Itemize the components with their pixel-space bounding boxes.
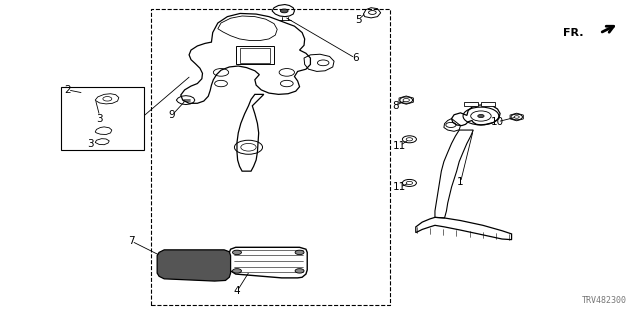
Text: 1: 1: [457, 177, 464, 187]
Circle shape: [295, 250, 304, 255]
Circle shape: [232, 250, 241, 255]
Text: 11: 11: [393, 182, 406, 192]
Circle shape: [295, 269, 304, 273]
Circle shape: [280, 9, 288, 13]
Bar: [151, 9, 390, 305]
Text: 9: 9: [168, 110, 175, 120]
Text: 3: 3: [87, 139, 93, 149]
Circle shape: [477, 115, 484, 118]
Text: 8: 8: [392, 101, 399, 111]
Bar: [236, 46, 274, 64]
Text: FR.: FR.: [563, 28, 583, 37]
Bar: [481, 102, 495, 107]
Text: 7: 7: [128, 236, 135, 246]
Bar: [239, 48, 270, 62]
Text: 11: 11: [393, 141, 406, 151]
Text: 4: 4: [234, 286, 240, 296]
Text: 10: 10: [491, 117, 504, 127]
Text: 3: 3: [97, 114, 103, 124]
Polygon shape: [157, 250, 230, 281]
Text: 2: 2: [65, 85, 71, 95]
Text: 5: 5: [355, 15, 362, 25]
Bar: [465, 102, 478, 107]
Text: 6: 6: [352, 53, 358, 63]
Bar: [61, 87, 145, 150]
Text: TRV482300: TRV482300: [582, 296, 627, 305]
Circle shape: [232, 269, 241, 273]
